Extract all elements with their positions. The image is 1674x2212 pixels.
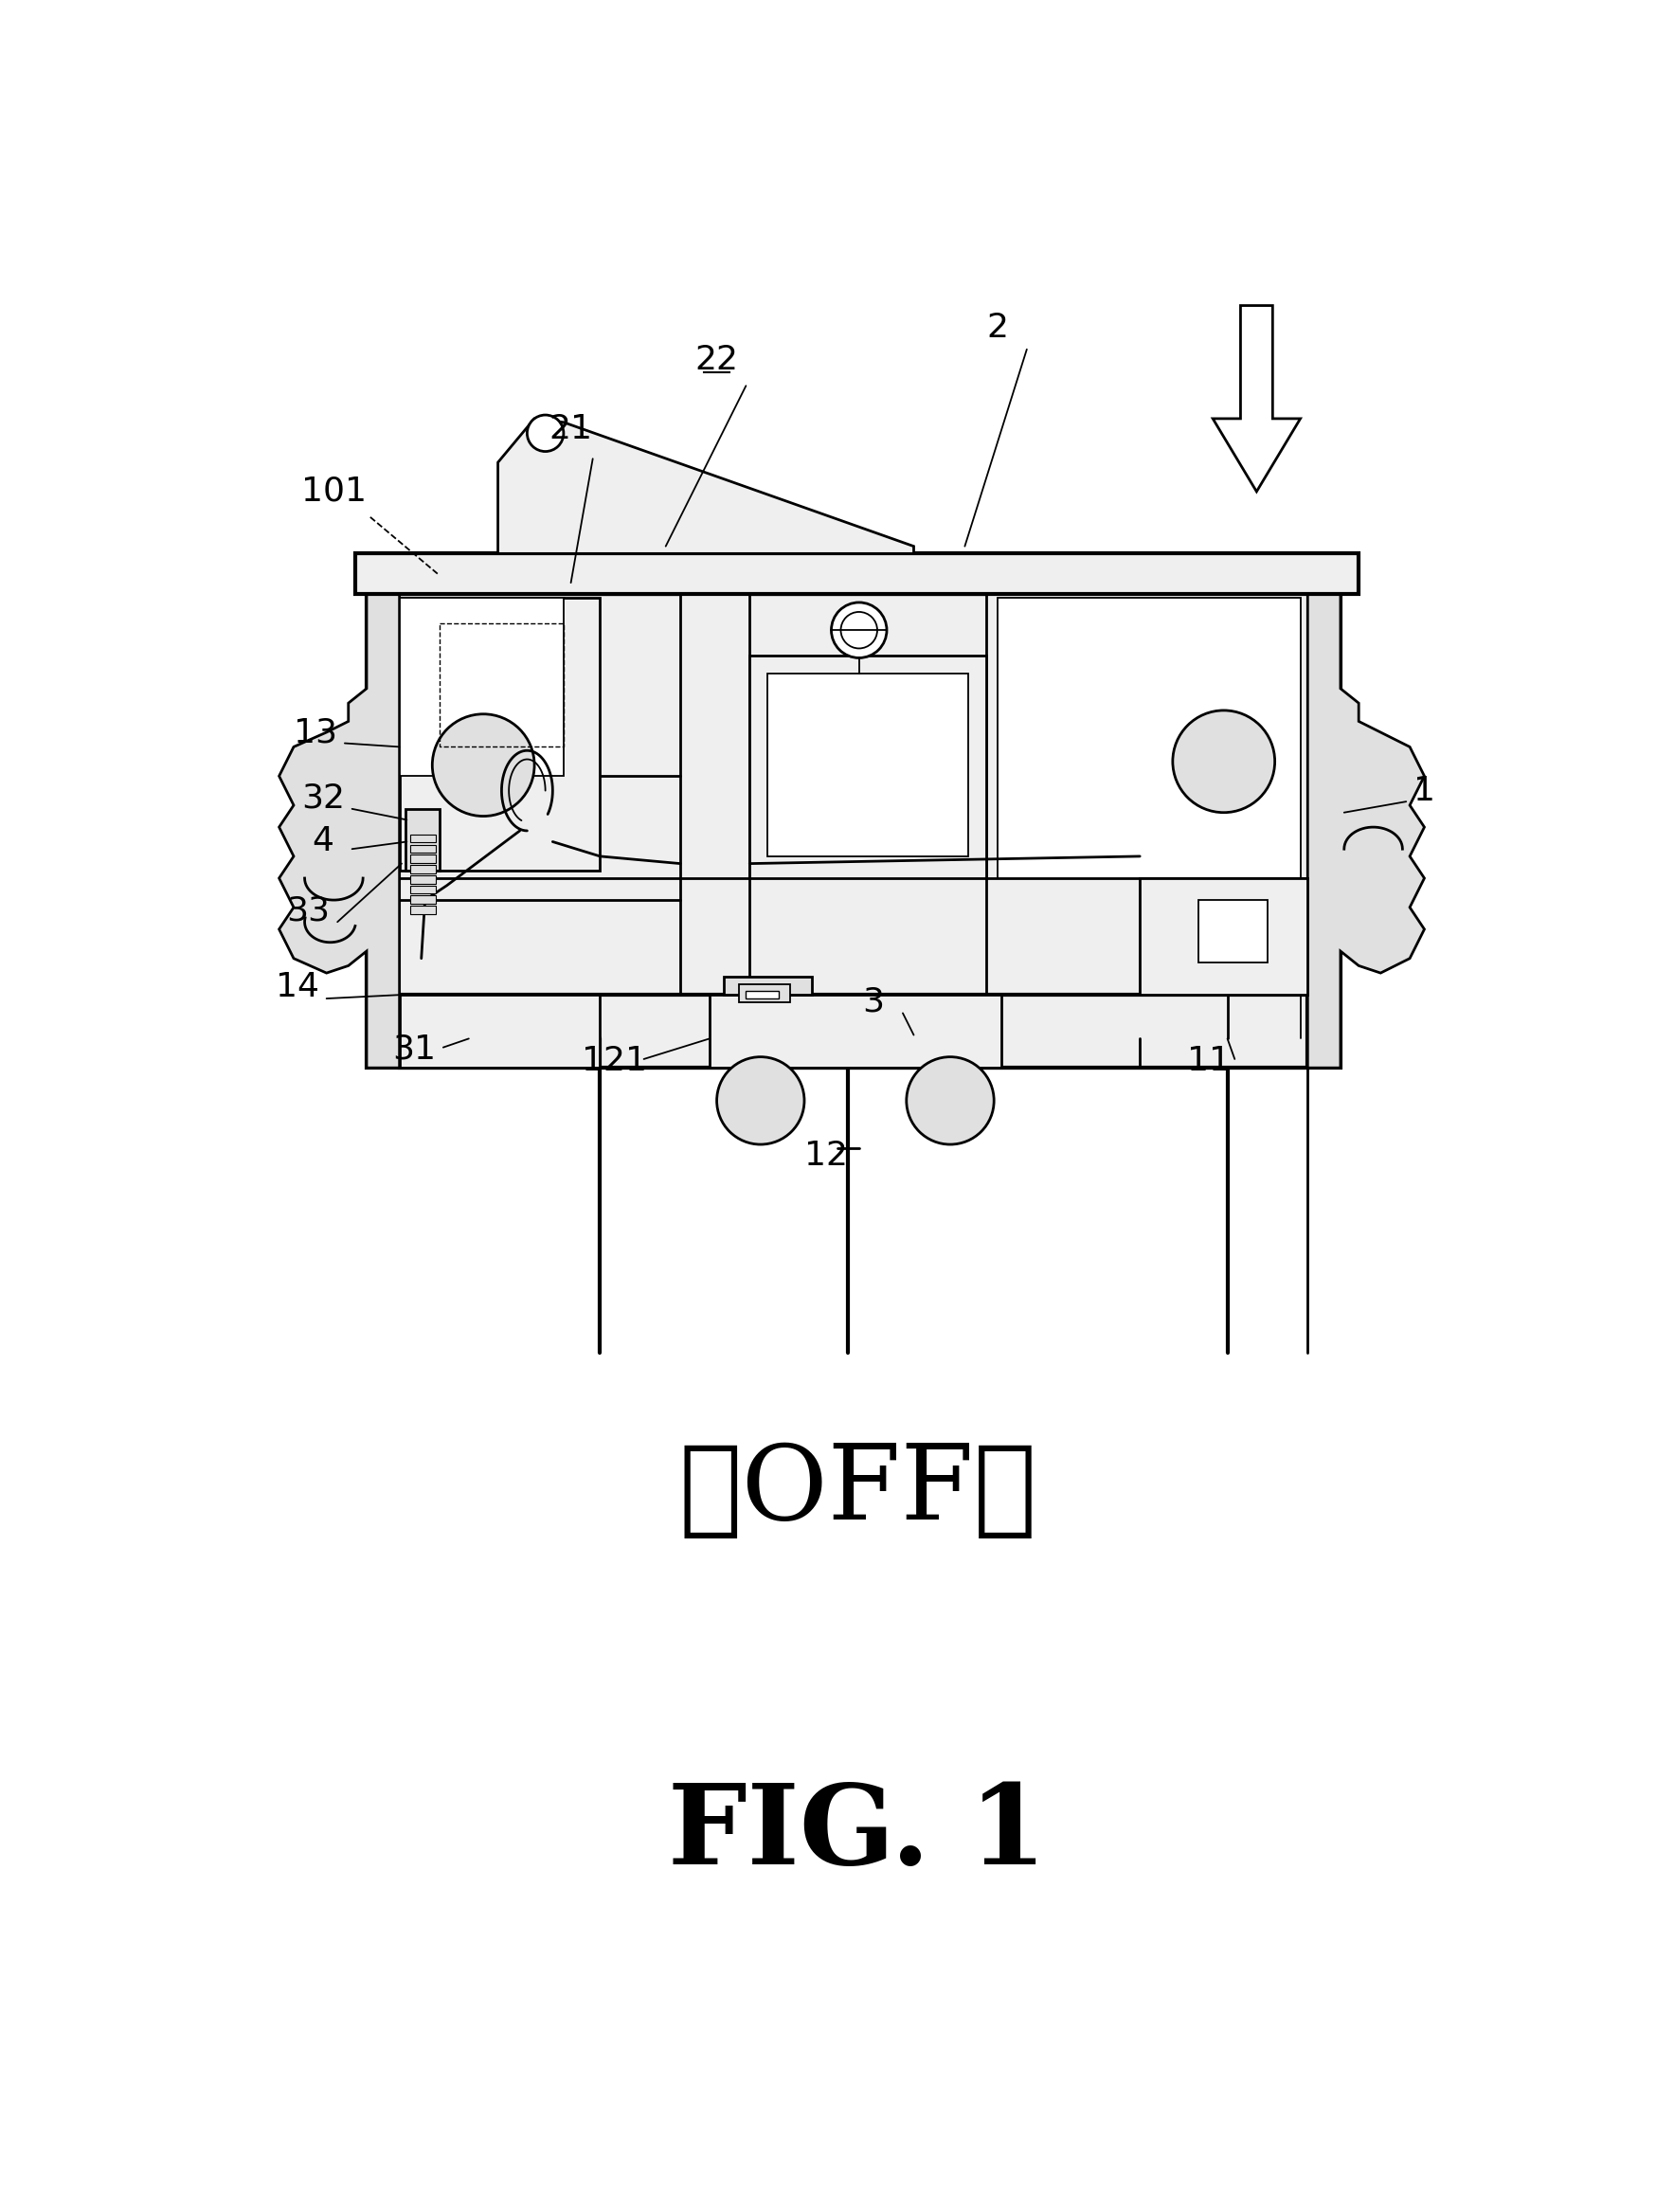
Text: 22: 22 <box>695 345 738 376</box>
Bar <box>400 597 599 872</box>
Bar <box>400 597 564 776</box>
Bar <box>725 978 812 995</box>
Bar <box>410 907 435 914</box>
Text: 1: 1 <box>1413 774 1435 807</box>
Text: 21: 21 <box>549 414 593 445</box>
Text: 4: 4 <box>311 825 333 858</box>
Bar <box>680 593 750 1068</box>
Text: 13: 13 <box>293 717 338 748</box>
Bar <box>1199 900 1267 962</box>
Circle shape <box>906 1057 994 1144</box>
Text: （OFF）: （OFF） <box>678 1440 1036 1542</box>
Text: 3: 3 <box>862 987 884 1018</box>
Bar <box>367 593 1341 1068</box>
Bar <box>410 885 435 894</box>
Bar <box>410 876 435 883</box>
Text: 32: 32 <box>301 781 345 814</box>
Circle shape <box>840 613 877 648</box>
Bar <box>405 810 440 872</box>
Circle shape <box>432 714 534 816</box>
Bar <box>400 995 1307 1068</box>
Polygon shape <box>497 418 914 553</box>
Bar <box>1140 878 1307 995</box>
Bar <box>768 675 969 856</box>
Bar <box>410 854 435 863</box>
Text: 101: 101 <box>301 476 367 509</box>
Bar <box>986 593 1307 1068</box>
Circle shape <box>832 602 887 657</box>
Bar <box>410 845 435 854</box>
Polygon shape <box>280 593 400 1068</box>
Text: 12: 12 <box>805 1139 849 1172</box>
Bar <box>738 984 790 1002</box>
Bar <box>747 991 778 998</box>
Polygon shape <box>1214 305 1301 491</box>
Bar <box>410 896 435 905</box>
Bar <box>355 553 1359 593</box>
Bar <box>750 655 986 878</box>
Circle shape <box>716 1057 804 1144</box>
Text: 14: 14 <box>276 971 320 1004</box>
Bar <box>410 865 435 874</box>
Text: 121: 121 <box>583 1044 648 1077</box>
Text: 33: 33 <box>286 896 330 927</box>
Circle shape <box>1173 710 1276 812</box>
Bar <box>710 995 1001 1068</box>
Bar <box>440 624 564 748</box>
Bar <box>998 597 1301 878</box>
Polygon shape <box>1307 593 1425 1068</box>
Bar <box>400 995 599 1068</box>
Text: FIG. 1: FIG. 1 <box>668 1778 1046 1889</box>
Bar <box>410 834 435 843</box>
Text: 11: 11 <box>1187 1044 1230 1077</box>
Text: 31: 31 <box>392 1033 435 1066</box>
Circle shape <box>527 416 564 451</box>
Text: 2: 2 <box>986 312 1008 343</box>
